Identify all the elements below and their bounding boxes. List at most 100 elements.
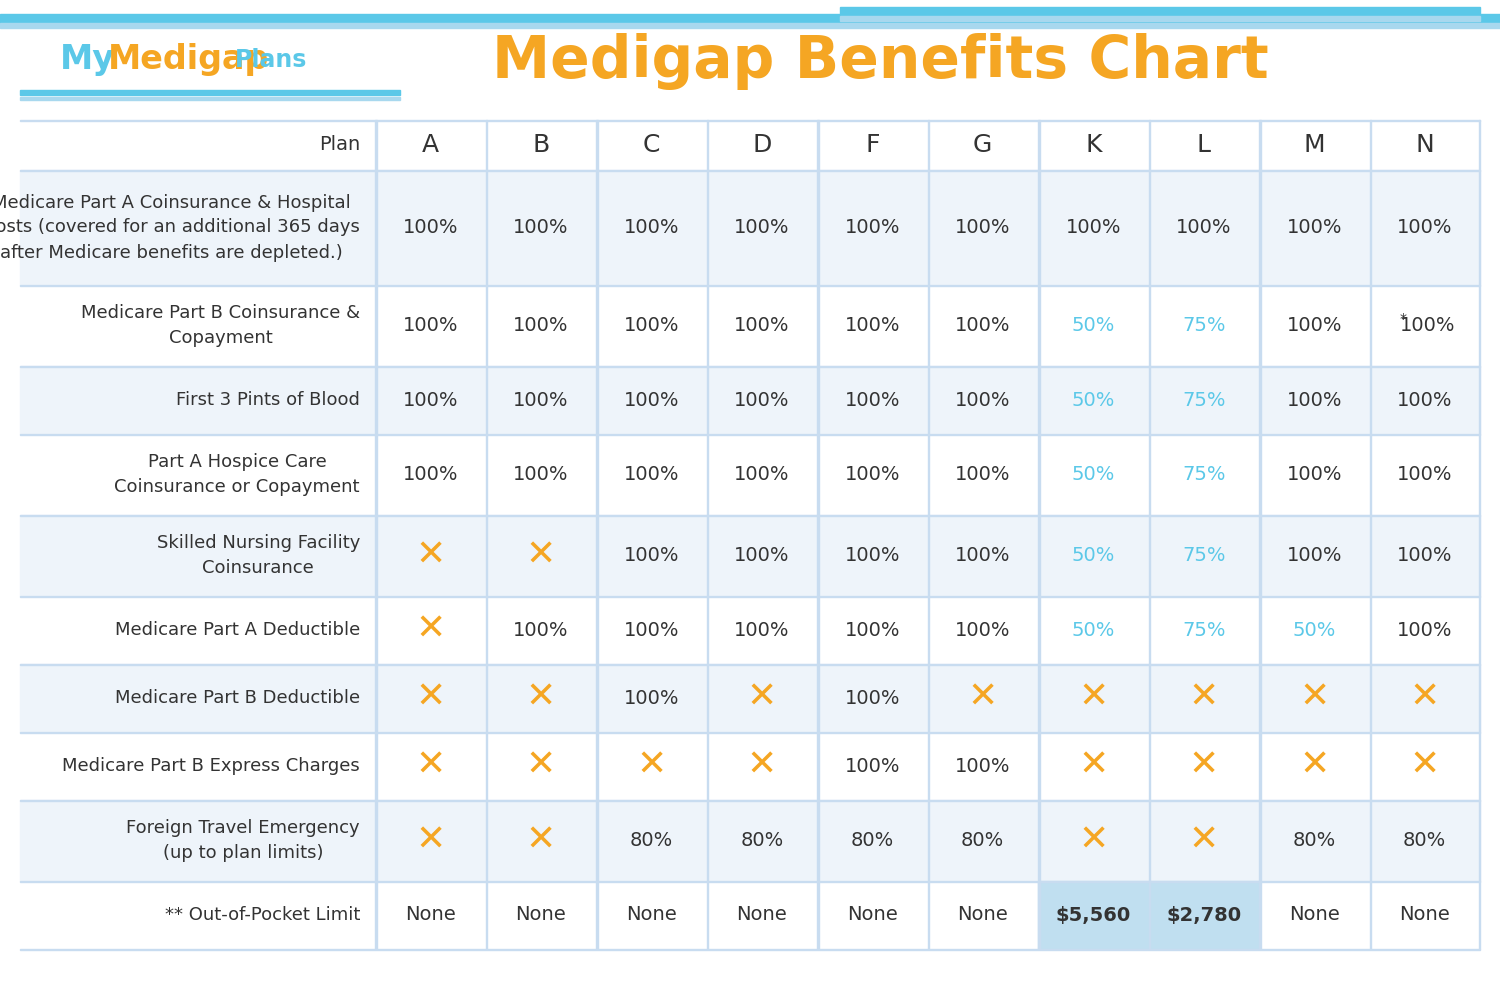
Text: 100%: 100% (734, 620, 789, 640)
Text: None: None (626, 906, 676, 924)
Text: ✕: ✕ (416, 538, 446, 572)
Text: G: G (974, 133, 993, 157)
Text: 100%: 100% (1396, 465, 1452, 484)
Text: 80%: 80% (740, 831, 783, 850)
Text: Part A Hospice Care
Coinsurance or Copayment: Part A Hospice Care Coinsurance or Copay… (114, 453, 360, 496)
Bar (20, 120, 1480, 170)
Text: None: None (736, 906, 788, 924)
Bar (20, 434, 1480, 515)
Text: 75%: 75% (1182, 465, 1225, 484)
Text: 100%: 100% (1396, 390, 1452, 410)
Text: 80%: 80% (962, 831, 1005, 850)
Bar (1370, 120, 1371, 949)
Bar (20, 285, 1480, 366)
Text: 100%: 100% (956, 218, 1011, 237)
Text: 100%: 100% (513, 218, 568, 237)
Bar (20, 732, 1480, 733)
Bar (20, 880, 1480, 882)
Text: 100%: 100% (844, 756, 900, 776)
Text: 100%: 100% (956, 465, 1011, 484)
Text: 100%: 100% (624, 218, 680, 237)
Bar (596, 120, 597, 949)
Bar (20, 434, 1480, 435)
Bar (20, 514, 1480, 516)
Text: 100%: 100% (402, 390, 457, 410)
Text: ✕: ✕ (416, 613, 446, 647)
Text: 100%: 100% (1396, 620, 1452, 640)
Bar (20, 664, 1480, 665)
Bar (20, 800, 1480, 881)
Text: ✕: ✕ (1078, 681, 1108, 715)
Text: *: * (1400, 312, 1407, 326)
Text: Medicare Part B Deductible: Medicare Part B Deductible (116, 689, 360, 707)
Text: ** Out-of-Pocket Limit: ** Out-of-Pocket Limit (165, 906, 360, 924)
Text: None: None (405, 906, 456, 924)
Text: 75%: 75% (1182, 390, 1225, 410)
Text: 100%: 100% (402, 316, 457, 335)
Text: 100%: 100% (844, 546, 900, 565)
Text: 100%: 100% (624, 546, 680, 565)
Text: ✕: ✕ (1188, 749, 1219, 783)
Text: ✕: ✕ (747, 681, 777, 715)
Bar (840, 16, 1480, 21)
Text: K: K (1084, 133, 1101, 157)
Text: None: None (1288, 906, 1340, 924)
Text: ✕: ✕ (1410, 749, 1440, 783)
Text: Medigap Benefits Chart: Medigap Benefits Chart (492, 33, 1269, 91)
Text: $2,780: $2,780 (1166, 906, 1242, 924)
Bar (20, 366, 1480, 434)
Text: 100%: 100% (624, 390, 680, 410)
Bar (1038, 120, 1040, 949)
Text: Medicare Part B Express Charges: Medicare Part B Express Charges (62, 757, 360, 775)
Text: ✕: ✕ (968, 681, 998, 715)
Text: ✕: ✕ (525, 749, 556, 783)
Bar (1038, 881, 1149, 949)
Text: 100%: 100% (1287, 316, 1342, 335)
Bar (1258, 120, 1260, 949)
Text: ✕: ✕ (525, 824, 556, 857)
Text: ✕: ✕ (1078, 749, 1108, 783)
Text: 100%: 100% (956, 756, 1011, 776)
Text: 100%: 100% (844, 218, 900, 237)
Bar (20, 515, 1480, 596)
Text: Medicare Part B Coinsurance &
Copayment: Medicare Part B Coinsurance & Copayment (81, 304, 360, 347)
Text: 100%: 100% (1400, 316, 1455, 335)
Text: 50%: 50% (1071, 620, 1114, 640)
Text: 100%: 100% (956, 390, 1011, 410)
Bar (20, 119, 1480, 121)
Text: M: M (1304, 133, 1324, 157)
Text: 100%: 100% (956, 316, 1011, 335)
Text: ✕: ✕ (1078, 824, 1108, 857)
Text: 100%: 100% (513, 620, 568, 640)
Text: 100%: 100% (844, 316, 900, 335)
Text: 100%: 100% (1287, 390, 1342, 410)
Text: A: A (422, 133, 440, 157)
Text: 50%: 50% (1071, 546, 1114, 565)
Text: 50%: 50% (1071, 316, 1114, 335)
Text: ✕: ✕ (747, 749, 777, 783)
Bar (706, 120, 708, 949)
Text: ✕: ✕ (1299, 681, 1329, 715)
Text: 100%: 100% (844, 620, 900, 640)
Text: ✕: ✕ (1188, 824, 1219, 857)
Text: First 3 Pints of Blood: First 3 Pints of Blood (176, 391, 360, 409)
Text: 100%: 100% (402, 218, 457, 237)
Text: ✕: ✕ (636, 749, 666, 783)
Bar (375, 120, 376, 949)
Text: 80%: 80% (630, 831, 674, 850)
Text: 100%: 100% (624, 620, 680, 640)
Text: ✕: ✕ (416, 824, 446, 857)
Text: L: L (1197, 133, 1210, 157)
Text: B: B (532, 133, 549, 157)
Text: 100%: 100% (734, 218, 789, 237)
Bar (1149, 881, 1258, 949)
Text: 100%: 100% (734, 546, 789, 565)
Text: 75%: 75% (1182, 620, 1225, 640)
Text: 100%: 100% (624, 688, 680, 708)
Text: None: None (847, 906, 897, 924)
Text: ✕: ✕ (416, 749, 446, 783)
Text: Plans: Plans (236, 48, 308, 72)
Text: 100%: 100% (1287, 218, 1342, 237)
Text: 50%: 50% (1071, 465, 1114, 484)
Text: 100%: 100% (1396, 218, 1452, 237)
